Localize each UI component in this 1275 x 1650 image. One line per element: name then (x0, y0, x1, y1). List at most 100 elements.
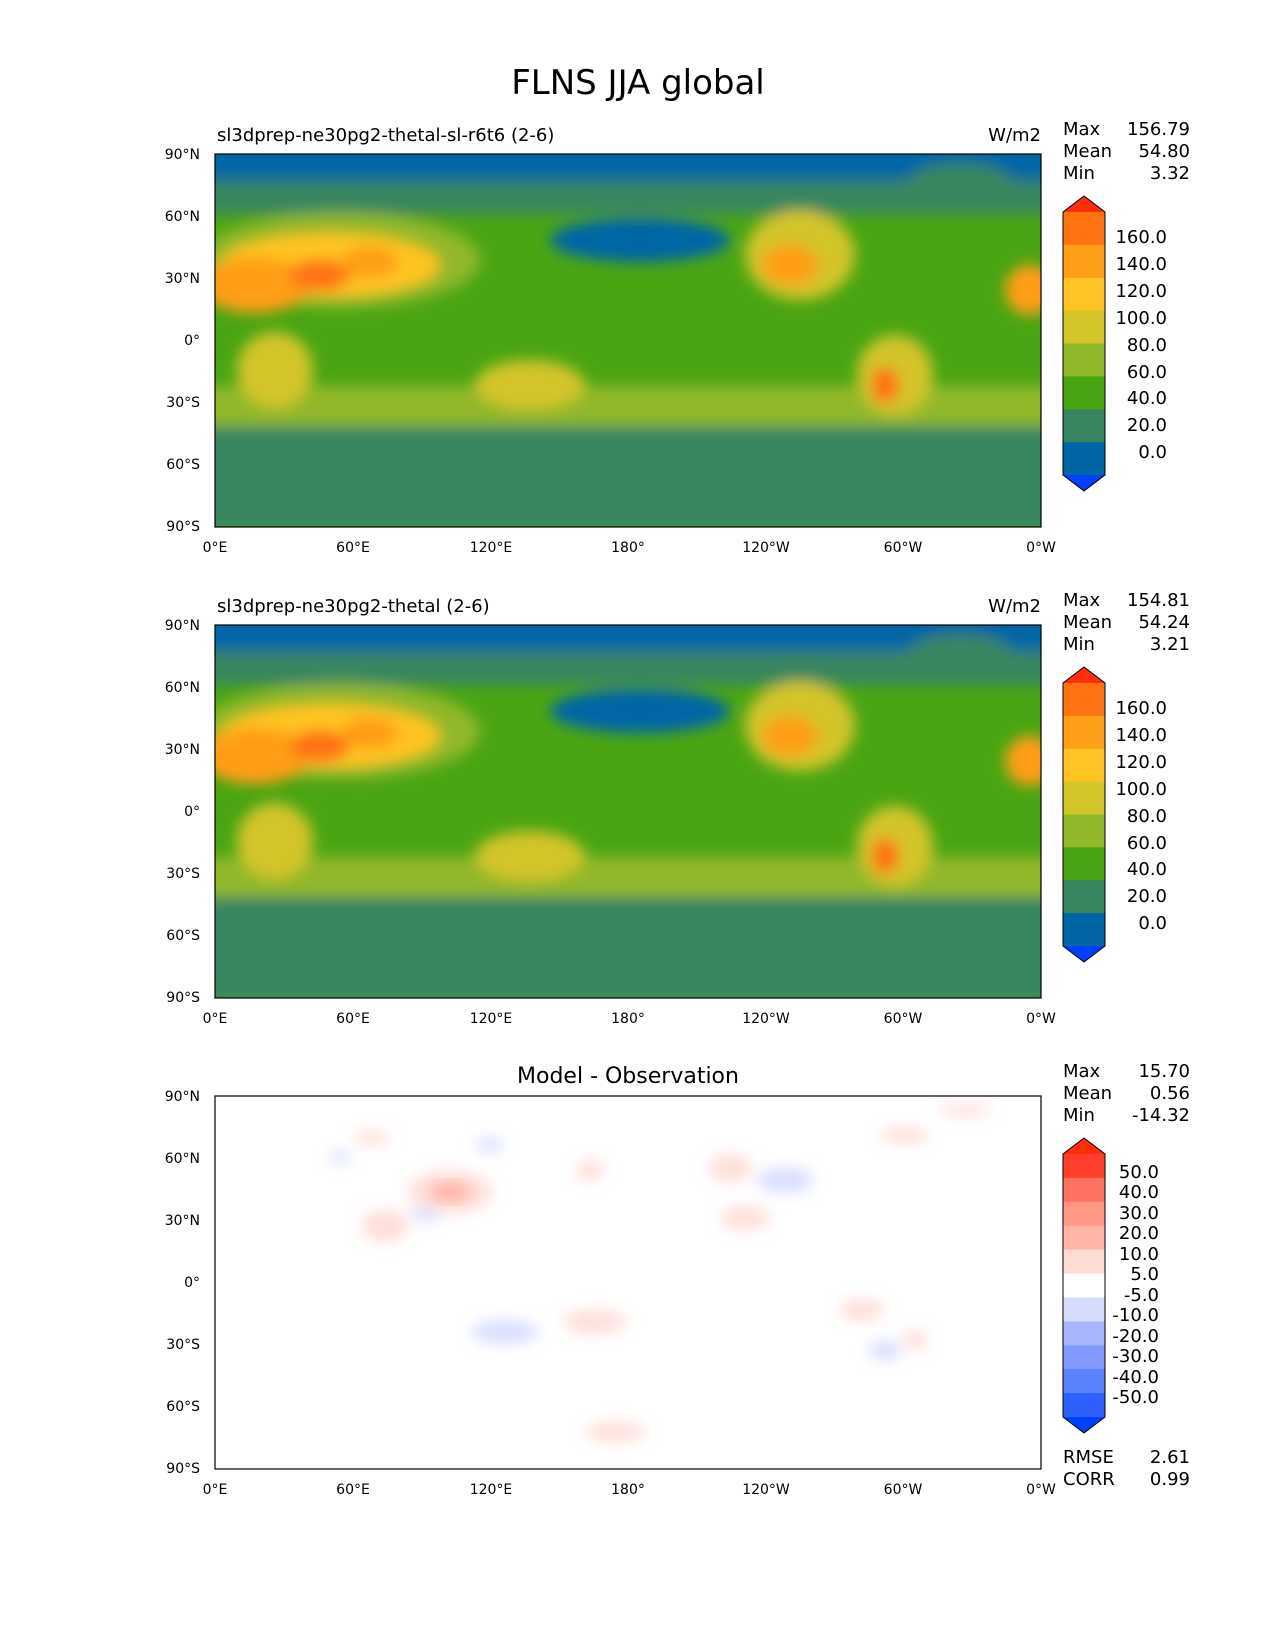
panel-1-colorbar-tick: 140.0 (1115, 254, 1167, 275)
panel-1-lat-tick: 0° (184, 333, 200, 349)
panel-3-pos-anomaly (576, 1160, 604, 1180)
panel-1-colorbar-tick: 100.0 (1115, 308, 1167, 329)
panel-3-lon-tick: 180° (611, 1482, 645, 1498)
panel-2-s-africa-warm (237, 803, 313, 879)
panel-3-lon-tick: 120°W (742, 1482, 790, 1498)
panel-1-lat-ticks: 90°N 60°N 30°N 0° 30°S 60°S 90°S (165, 147, 200, 535)
panel-3-colorbar-tick: -30.0 (1112, 1346, 1159, 1367)
panel-1-mean-label: Mean (1063, 141, 1112, 162)
panel-1-colorbar-ticks: 160.0 140.0 120.0 100.0 80.0 60.0 40.0 2… (1115, 227, 1167, 463)
panel-3-colorbar-tick: 30.0 (1119, 1203, 1159, 1224)
panel-3-colorbar-tick: 5.0 (1130, 1264, 1159, 1285)
panel-1-colorbar-tick: 0.0 (1138, 442, 1167, 463)
panel-2-arabia-hot (290, 730, 350, 762)
panel-3-colorbar-tick: 10.0 (1119, 1244, 1159, 1265)
panel-1-na-west-hot (762, 245, 818, 285)
colorbar-outline (1062, 1137, 1106, 1434)
panel-2-lon-tick: 0°W (1026, 1011, 1056, 1027)
panel-2-colorbar (1062, 666, 1106, 963)
panel-3-neg-anomaly (409, 1209, 441, 1221)
panel-3-metrics: RMSE 2.61 CORR 0.99 (1063, 1447, 1190, 1490)
colorbar-swatch (1063, 244, 1105, 279)
panel-3-lon-tick: 120°E (470, 1482, 513, 1498)
panel-3-lon-ticks: 0°E 60°E 120°E 180° 120°W 60°W 0°W (203, 1482, 1056, 1498)
panel-3-min-value: -14.32 (1132, 1105, 1190, 1126)
panel-2-map-frame (214, 624, 1042, 999)
panel-3-pos-anomaly-strong (430, 1182, 470, 1202)
panel-3-title: Model - Observation (517, 1064, 739, 1089)
panel-3-pos-anomaly (880, 1127, 930, 1143)
panel-3-neg-anomaly (471, 1320, 539, 1344)
colorbar-swatch (1063, 1249, 1105, 1275)
panel-2-lat-tick: 60°S (166, 928, 200, 944)
panel-1-arabia-hot (290, 259, 350, 291)
panel-3-corr-value: 0.99 (1150, 1469, 1190, 1490)
colorbar-extend-max (1063, 1138, 1105, 1154)
colorbar-swatch (1063, 1369, 1105, 1394)
panel-3-rmse-value: 2.61 (1150, 1447, 1190, 1468)
panel-2-max-value: 154.81 (1127, 590, 1190, 611)
colorbar-swatch (1063, 913, 1105, 947)
figure-title: FLNS JJA global (511, 63, 765, 103)
panel-2-sahara-hot (215, 728, 310, 784)
panel-3-neg-anomaly (329, 1151, 351, 1163)
panel-1-lon-tick: 180° (611, 540, 645, 556)
panel-1-tibet-hot (342, 246, 398, 278)
panel-3-field-background (215, 1096, 1041, 1469)
panel-2-lat-ticks: 90°N 60°N 30°N 0° 30°S 60°S 90°S (165, 618, 200, 1006)
panel-1-units: W/m2 (988, 125, 1041, 146)
panel-3-colorbar (1062, 1137, 1106, 1434)
colorbar-swatch (1063, 212, 1105, 246)
panel-2-na-west-hot (762, 716, 818, 756)
panel-3-pos-anomaly (585, 1422, 645, 1442)
panel-3-map (215, 1096, 1041, 1469)
panel-2-lat-tick: 0° (184, 804, 200, 820)
panel-1-map-frame (214, 153, 1042, 528)
panel-2-colorbar-tick: 0.0 (1138, 913, 1167, 934)
panel-3-lat-tick: 90°S (166, 1461, 200, 1477)
panel-2-min-value: 3.21 (1150, 634, 1190, 655)
panel-1-stats: Max 156.79 Mean 54.80 Min 3.32 (1063, 119, 1190, 184)
panel-1-colorbar (1062, 195, 1106, 492)
panel-1: sl3dprep-ne30pg2-thetal-sl-r6t6 (2-6) W/… (165, 119, 1190, 556)
panel-2-pacific-cold-patch (550, 689, 730, 733)
panel-3-pos-anomaly (563, 1310, 627, 1334)
panel-3-lon-tick: 0°E (203, 1482, 228, 1498)
panel-3-pos-anomaly (361, 1210, 409, 1242)
colorbar-swatch (1063, 847, 1105, 881)
panel-2-lat-tick: 90°N (165, 618, 200, 634)
panel-2-colorbar-tick: 100.0 (1115, 779, 1167, 800)
panel-1-min-label: Min (1063, 163, 1095, 184)
panel-1-lat-tick: 90°S (166, 519, 200, 535)
panel-3-pos-anomaly (903, 1330, 927, 1350)
panel-3-colorbar-tick: 20.0 (1119, 1223, 1159, 1244)
panel-2-n-africa-east-warm (1005, 736, 1041, 786)
panel-1-lon-tick: 0°W (1026, 540, 1056, 556)
panel-3: Model - Observation (165, 1061, 1190, 1498)
panel-2-andes-hot (871, 838, 899, 874)
panel-3-max-label: Max (1063, 1061, 1101, 1082)
panel-2-lat-tick: 30°N (165, 742, 200, 758)
panel-1-min-value: 3.32 (1150, 163, 1190, 184)
panel-3-colorbar-tick: 50.0 (1119, 1162, 1159, 1183)
panel-3-neg-anomaly (869, 1340, 901, 1360)
panel-2-lon-tick: 180° (611, 1011, 645, 1027)
panel-2-lon-tick: 0°E (203, 1011, 228, 1027)
colorbar-swatch (1063, 814, 1105, 848)
panel-2-mean-label: Mean (1063, 612, 1112, 633)
colorbar-swatch (1063, 1393, 1105, 1418)
panel-2-min-label: Min (1063, 634, 1095, 655)
panel-1-lon-tick: 120°W (742, 540, 790, 556)
colorbar-swatch (1063, 1345, 1105, 1370)
panel-3-neg-anomaly (476, 1138, 504, 1152)
panel-2-stats: Max 154.81 Mean 54.24 Min 3.21 (1063, 590, 1190, 655)
panel-3-lon-tick: 60°E (336, 1482, 370, 1498)
panel-1-colorbar-tick: 60.0 (1127, 362, 1167, 383)
colorbar-swatch (1063, 781, 1105, 815)
colorbar-swatch (1063, 1225, 1105, 1251)
colorbar-extend-max (1063, 667, 1105, 683)
panel-2-lon-tick: 120°W (742, 1011, 790, 1027)
colorbar-swatch (1063, 1297, 1105, 1322)
panel-3-max-value: 15.70 (1138, 1061, 1190, 1082)
